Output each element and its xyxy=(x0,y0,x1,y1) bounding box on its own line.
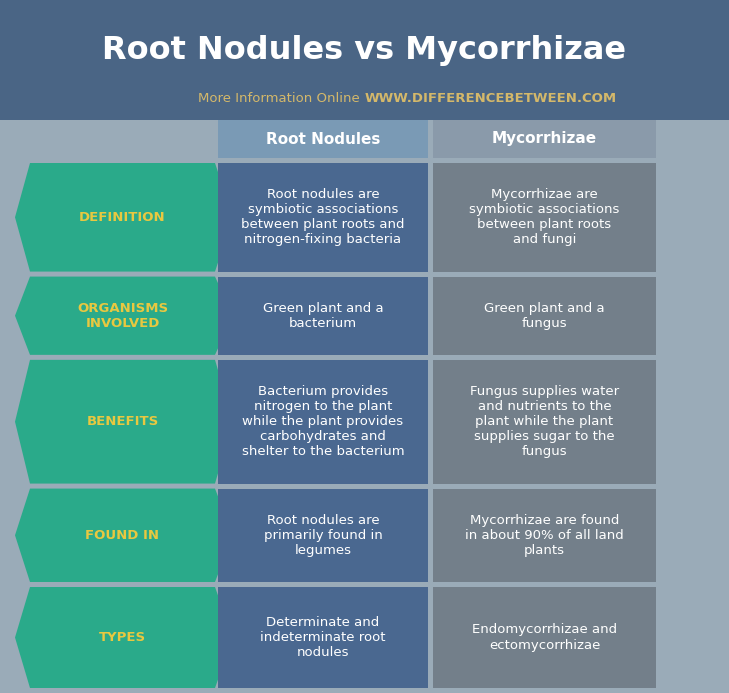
Polygon shape xyxy=(15,163,233,272)
FancyBboxPatch shape xyxy=(218,587,428,688)
Text: FOUND IN: FOUND IN xyxy=(85,529,160,542)
FancyBboxPatch shape xyxy=(218,360,428,484)
Text: ORGANISMS
INVOLVED: ORGANISMS INVOLVED xyxy=(77,301,168,330)
FancyBboxPatch shape xyxy=(218,120,428,158)
FancyBboxPatch shape xyxy=(433,360,656,484)
Text: Mycorrhizae: Mycorrhizae xyxy=(492,132,597,146)
Text: DEFINITION: DEFINITION xyxy=(79,211,165,224)
FancyBboxPatch shape xyxy=(0,0,729,120)
FancyBboxPatch shape xyxy=(433,587,656,688)
Polygon shape xyxy=(15,489,233,582)
Text: Determinate and
indeterminate root
nodules: Determinate and indeterminate root nodul… xyxy=(260,616,386,659)
FancyBboxPatch shape xyxy=(218,489,428,582)
Text: Root Nodules: Root Nodules xyxy=(266,132,381,146)
Text: Mycorrhizae are
symbiotic associations
between plant roots
and fungi: Mycorrhizae are symbiotic associations b… xyxy=(469,188,620,246)
Text: Fungus supplies water
and nutrients to the
plant while the plant
supplies sugar : Fungus supplies water and nutrients to t… xyxy=(470,385,619,458)
Text: WWW.DIFFERENCEBETWEEN.COM: WWW.DIFFERENCEBETWEEN.COM xyxy=(364,91,617,105)
Polygon shape xyxy=(15,360,233,484)
FancyBboxPatch shape xyxy=(433,277,656,355)
Text: Mycorrhizae are found
in about 90% of all land
plants: Mycorrhizae are found in about 90% of al… xyxy=(465,514,624,556)
Text: More Information Online: More Information Online xyxy=(198,91,359,105)
FancyBboxPatch shape xyxy=(218,163,428,272)
FancyBboxPatch shape xyxy=(218,277,428,355)
Polygon shape xyxy=(15,587,233,688)
Text: Root nodules are
primarily found in
legumes: Root nodules are primarily found in legu… xyxy=(264,514,383,556)
FancyBboxPatch shape xyxy=(433,489,656,582)
Text: Bacterium provides
nitrogen to the plant
while the plant provides
carbohydrates : Bacterium provides nitrogen to the plant… xyxy=(242,385,405,458)
FancyBboxPatch shape xyxy=(433,163,656,272)
Text: Endomycorrhizae and
ectomycorrhizae: Endomycorrhizae and ectomycorrhizae xyxy=(472,624,617,651)
Text: BENEFITS: BENEFITS xyxy=(86,415,159,428)
Text: Green plant and a
fungus: Green plant and a fungus xyxy=(484,301,605,330)
Text: TYPES: TYPES xyxy=(99,631,146,644)
FancyBboxPatch shape xyxy=(433,120,656,158)
Polygon shape xyxy=(15,277,233,355)
Text: Root Nodules vs Mycorrhizae: Root Nodules vs Mycorrhizae xyxy=(103,35,626,66)
Text: Green plant and a
bacterium: Green plant and a bacterium xyxy=(262,301,383,330)
Text: Root nodules are
symbiotic associations
between plant roots and
nitrogen-fixing : Root nodules are symbiotic associations … xyxy=(241,188,405,246)
